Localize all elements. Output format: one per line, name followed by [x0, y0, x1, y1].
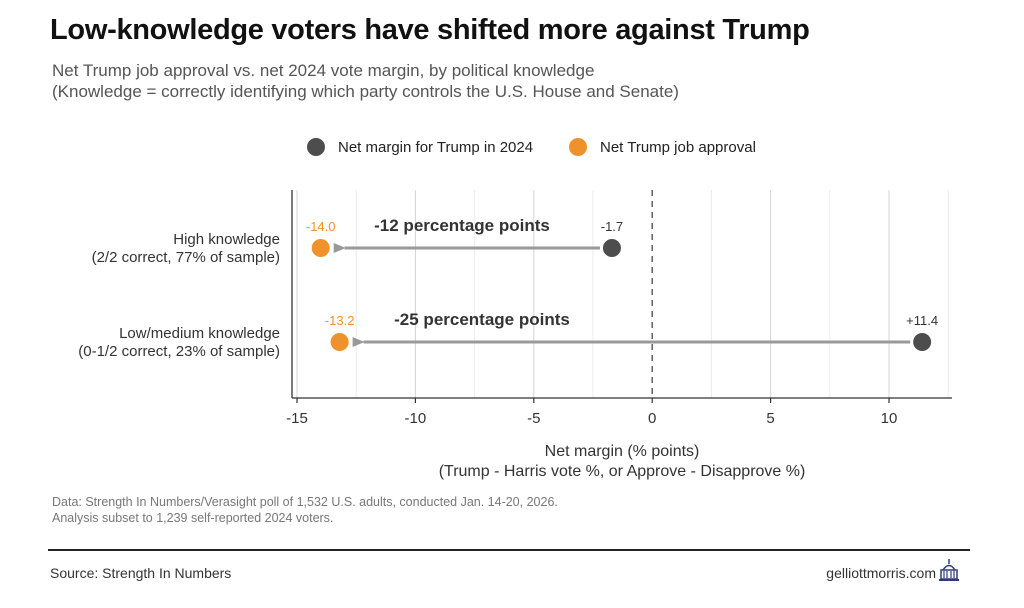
category-label: Low/medium knowledge	[119, 325, 280, 342]
legend-swatch-2024-margin	[307, 138, 325, 156]
value-label-2024-margin: +11.4	[906, 313, 938, 328]
data-note-line-2: Analysis subset to 1,239 self-reported 2…	[52, 511, 334, 525]
footer-divider	[48, 549, 970, 551]
subtitle-line-2: (Knowledge = correctly identifying which…	[52, 82, 679, 101]
value-label-2024-margin: -1.7	[601, 219, 623, 234]
x-tick-label: -5	[527, 410, 540, 427]
chart-title: Low-knowledge voters have shifted more a…	[50, 14, 810, 46]
legend-label-job-approval: Net Trump job approval	[600, 139, 756, 156]
x-tick-label: 5	[766, 410, 774, 427]
value-label-job-approval: -13.2	[325, 313, 355, 328]
change-annotation: -25 percentage points	[394, 310, 570, 329]
x-tick-label: -15	[286, 410, 308, 427]
x-axis-title: Net margin (% points)	[545, 443, 700, 460]
capitol-building-icon	[939, 559, 959, 581]
change-annotation: -12 percentage points	[374, 216, 550, 235]
x-tick-label: -10	[405, 410, 427, 427]
site-link[interactable]: gelliottmorris.com	[826, 565, 936, 581]
legend-swatch-job-approval	[569, 138, 587, 156]
subtitle-line-1: Net Trump job approval vs. net 2024 vote…	[52, 61, 595, 80]
category-sublabel: (2/2 correct, 77% of sample)	[92, 249, 280, 266]
dot-2024-margin	[913, 333, 932, 351]
x-axis-subtitle: (Trump - Harris vote %, or Approve - Dis…	[439, 463, 806, 480]
source-text: Source: Strength In Numbers	[50, 565, 232, 581]
chart-subtitle: Net Trump job approval vs. net 2024 vote…	[52, 60, 679, 102]
dot-job-approval	[330, 333, 349, 351]
value-label-job-approval: -14.0	[306, 219, 336, 234]
x-tick-label: 10	[881, 410, 898, 427]
category-sublabel: (0-1/2 correct, 23% of sample)	[78, 343, 280, 360]
x-tick-label: 0	[648, 410, 656, 427]
dot-2024-margin	[602, 239, 621, 257]
dot-arrow-chart: -15 -10 -5 0 5 10 Net margin (% points) (Trump …	[78, 138, 952, 480]
data-note: Data: Strength In Numbers/Verasight poll…	[52, 494, 558, 526]
legend-label-2024-margin: Net margin for Trump in 2024	[338, 139, 533, 156]
dot-job-approval	[311, 239, 330, 257]
data-note-line-1: Data: Strength In Numbers/Verasight poll…	[52, 495, 558, 509]
category-label: High knowledge	[173, 231, 280, 248]
